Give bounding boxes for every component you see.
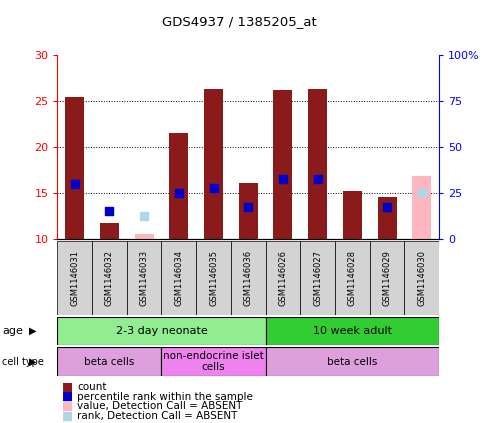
Text: GSM1146033: GSM1146033	[140, 250, 149, 306]
Bar	[265, 347, 439, 376]
Bar	[378, 197, 397, 239]
Bar	[57, 347, 162, 376]
Point	[105, 208, 113, 215]
Bar	[162, 347, 265, 376]
Bar	[239, 183, 258, 239]
Bar	[100, 223, 119, 239]
Text: GSM1146032: GSM1146032	[105, 250, 114, 306]
Text: GSM1146026: GSM1146026	[278, 250, 287, 306]
Bar	[370, 241, 404, 315]
Text: count: count	[77, 382, 107, 392]
Text: GSM1146035: GSM1146035	[209, 250, 218, 306]
Bar	[65, 97, 84, 239]
Bar	[412, 176, 431, 239]
Text: ■: ■	[62, 390, 73, 403]
Text: ▶: ▶	[29, 326, 36, 336]
Bar	[273, 90, 292, 239]
Bar	[57, 241, 92, 315]
Point	[140, 213, 148, 220]
Bar	[308, 89, 327, 239]
Text: cell type: cell type	[2, 357, 44, 367]
Text: age: age	[2, 326, 23, 336]
Bar	[343, 191, 362, 239]
Text: beta cells: beta cells	[84, 357, 135, 367]
Bar	[265, 241, 300, 315]
Point	[244, 203, 252, 210]
Text: GSM1146028: GSM1146028	[348, 250, 357, 306]
Text: ■: ■	[62, 400, 73, 413]
Point	[418, 190, 426, 196]
Bar	[265, 317, 439, 345]
Bar	[135, 234, 154, 239]
Text: ▶: ▶	[29, 357, 36, 367]
Text: ■: ■	[62, 409, 73, 423]
Text: GSM1146027: GSM1146027	[313, 250, 322, 306]
Text: rank, Detection Call = ABSENT: rank, Detection Call = ABSENT	[77, 411, 238, 421]
Bar	[196, 241, 231, 315]
Point	[314, 176, 322, 183]
Text: ■: ■	[62, 380, 73, 393]
Bar	[169, 133, 189, 239]
Text: beta cells: beta cells	[327, 357, 378, 367]
Bar	[204, 89, 223, 239]
Text: GSM1146030: GSM1146030	[417, 250, 426, 306]
Text: 2-3 day neonate: 2-3 day neonate	[116, 326, 208, 336]
Bar	[335, 241, 370, 315]
Bar	[127, 241, 162, 315]
Text: GSM1146036: GSM1146036	[244, 250, 253, 306]
Text: percentile rank within the sample: percentile rank within the sample	[77, 392, 253, 401]
Point	[71, 181, 79, 187]
Bar	[57, 317, 265, 345]
Bar	[231, 241, 265, 315]
Bar	[92, 241, 127, 315]
Bar	[300, 241, 335, 315]
Text: non-endocrine islet
cells: non-endocrine islet cells	[163, 351, 264, 373]
Text: value, Detection Call = ABSENT: value, Detection Call = ABSENT	[77, 401, 243, 411]
Bar	[162, 241, 196, 315]
Point	[279, 176, 287, 183]
Text: GDS4937 / 1385205_at: GDS4937 / 1385205_at	[162, 15, 317, 28]
Text: GSM1146034: GSM1146034	[174, 250, 183, 306]
Point	[175, 190, 183, 196]
Point	[383, 203, 391, 210]
Text: GSM1146031: GSM1146031	[70, 250, 79, 306]
Bar	[404, 241, 439, 315]
Text: 10 week adult: 10 week adult	[313, 326, 392, 336]
Text: GSM1146029: GSM1146029	[383, 250, 392, 306]
Point	[210, 185, 218, 192]
